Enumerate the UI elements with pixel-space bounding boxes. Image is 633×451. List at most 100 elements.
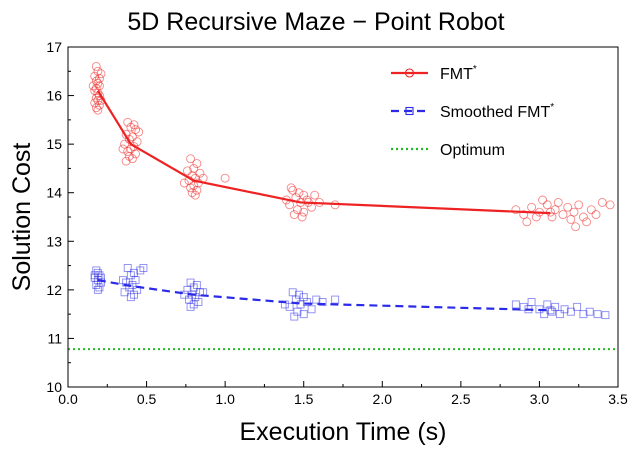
data-point (569, 207, 579, 217)
data-point (555, 310, 564, 319)
series-line (97, 279, 551, 312)
data-point (91, 76, 101, 86)
x-tick-label: 0.5 (137, 391, 157, 407)
data-point (294, 188, 304, 198)
y-tick-label: 12 (46, 282, 62, 298)
x-tick-label: 1.5 (294, 391, 314, 407)
series-0 (88, 61, 615, 232)
series-1 (90, 264, 610, 321)
data-point (121, 156, 131, 166)
data-point (139, 264, 148, 272)
data-point (186, 302, 195, 311)
data-point (601, 311, 610, 320)
data-point (285, 302, 294, 311)
data-point (194, 298, 203, 306)
data-point (118, 144, 128, 154)
data-point (93, 95, 103, 105)
data-point (91, 61, 101, 71)
data-point (585, 307, 594, 316)
data-point (511, 300, 520, 309)
data-point (289, 210, 299, 220)
x-tick-label: 3.0 (530, 391, 550, 407)
data-point (123, 146, 133, 156)
data-point (127, 154, 137, 164)
legend-label-superscript: * (473, 64, 477, 75)
legend-label: Smoothed FMT* (440, 102, 554, 121)
data-point (88, 81, 98, 91)
data-point (574, 200, 584, 210)
chart-title: 5D Recursive Maze − Point Robot (127, 8, 504, 36)
data-point (571, 222, 581, 232)
series-line (96, 90, 551, 215)
legend-label: FMT* (440, 64, 477, 83)
data-point (591, 210, 601, 220)
data-point (546, 306, 555, 315)
data-point (302, 298, 311, 306)
data-point (292, 205, 302, 215)
data-point (126, 293, 135, 302)
data-point (131, 125, 141, 135)
data-point (519, 302, 528, 311)
y-tick-label: 11 (47, 330, 62, 346)
data-point (186, 154, 196, 164)
data-point (318, 298, 327, 306)
data-point (522, 217, 532, 227)
legend: FMT*Smoothed FMT*Optimum (391, 64, 554, 159)
data-point (134, 127, 144, 137)
data-point (527, 202, 537, 212)
plot-area (68, 61, 618, 351)
legend-label: Optimum (440, 142, 505, 159)
legend-marker (405, 106, 414, 116)
y-tick-label: 10 (46, 379, 62, 395)
data-point (538, 195, 548, 205)
data-point (126, 122, 136, 132)
data-point (94, 74, 104, 84)
y-tick-label: 13 (46, 233, 62, 249)
data-point (129, 142, 139, 152)
y-tick-label: 17 (46, 39, 62, 55)
y-tick-label: 15 (46, 136, 62, 152)
data-point (90, 271, 99, 280)
data-point (597, 197, 607, 207)
data-point (123, 117, 133, 127)
data-point (94, 100, 104, 110)
data-point (553, 197, 563, 207)
y-axis: 10 11 12 13 14 15 16 17 (46, 39, 74, 395)
data-point (120, 288, 129, 297)
x-tick-label: 2.0 (373, 391, 393, 407)
data-point (187, 188, 197, 198)
data-point (132, 137, 142, 147)
data-point (93, 88, 103, 98)
data-point (579, 310, 588, 319)
data-point (297, 212, 307, 222)
data-point (120, 139, 130, 149)
data-point (307, 305, 316, 314)
data-point (550, 205, 560, 215)
data-point (578, 212, 588, 222)
data-point (126, 271, 135, 280)
data-point (129, 120, 139, 130)
data-point (93, 285, 102, 294)
x-tick-label: 2.5 (451, 391, 471, 407)
data-point (511, 205, 521, 215)
plot-frame (67, 46, 619, 388)
legend-label-superscript: * (550, 102, 554, 113)
legend-label-base: Smoothed FMT (440, 104, 550, 121)
data-point (527, 298, 536, 306)
x-tick-label: 1.0 (215, 391, 235, 407)
data-point (125, 283, 134, 292)
data-point (91, 103, 101, 113)
data-point (96, 69, 106, 79)
data-point (312, 295, 321, 304)
data-point (331, 295, 340, 304)
data-point (290, 312, 299, 321)
data-point (124, 151, 134, 161)
data-point (558, 210, 568, 220)
data-point (127, 132, 137, 142)
data-point (182, 166, 192, 176)
data-point (573, 302, 582, 311)
data-point (195, 168, 205, 178)
data-point (91, 83, 101, 93)
data-point (192, 159, 202, 169)
